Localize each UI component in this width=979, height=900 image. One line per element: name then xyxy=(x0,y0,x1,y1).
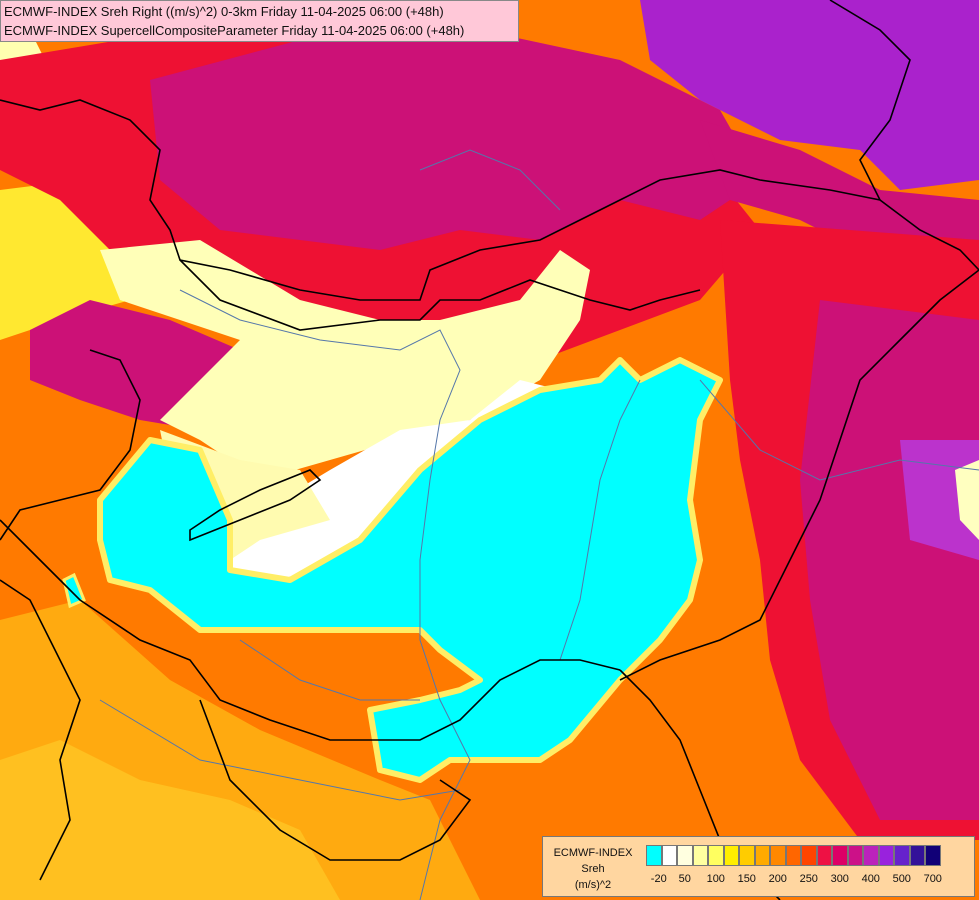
river-east xyxy=(699,379,979,481)
legend-tick-label: 700 xyxy=(923,873,942,885)
legend-swatch xyxy=(925,845,941,866)
river-north xyxy=(419,149,561,211)
legend-swatch xyxy=(692,845,708,866)
map-title-line-1: ECMWF-INDEX Sreh Right ((m/s)^2) 0-3km F… xyxy=(4,4,444,19)
legend-swatch xyxy=(785,845,801,866)
legend-tick-label: 400 xyxy=(861,873,880,885)
river-tisza xyxy=(559,379,641,661)
legend-tick-label: 150 xyxy=(737,873,756,885)
border-croatia xyxy=(0,519,621,741)
border-lake-balaton xyxy=(189,469,322,542)
legend-swatch xyxy=(894,845,910,866)
map-title-line-2: ECMWF-INDEX SupercellCompositeParameter … xyxy=(4,23,465,38)
magenta-area-north xyxy=(150,30,760,250)
legend-tick-label: 300 xyxy=(830,873,849,885)
river-sava xyxy=(99,699,461,801)
legend-tick-label: 250 xyxy=(799,873,818,885)
legend-swatch xyxy=(754,845,770,866)
legend-swatch xyxy=(909,845,925,866)
pale-yellow-area-center xyxy=(100,240,590,480)
border-northeast xyxy=(829,0,911,201)
legend-swatches xyxy=(646,845,941,866)
legend-swatch xyxy=(661,845,677,866)
legend-swatch xyxy=(801,845,817,866)
border-bosnia xyxy=(199,699,472,861)
legend-tick-label: 100 xyxy=(706,873,725,885)
river-danube xyxy=(179,289,471,900)
cyan-area-main xyxy=(97,357,723,783)
border-north xyxy=(0,99,979,301)
legend-title: ECMWF-INDEX Sreh (m/s)^2 xyxy=(547,845,639,893)
legend-tick-label: 500 xyxy=(892,873,911,885)
legend-title-line-3: (m/s)^2 xyxy=(574,879,612,891)
yellow-area-southwest xyxy=(0,740,340,900)
legend-tick-label: -20 xyxy=(650,873,667,885)
border-west xyxy=(0,579,81,881)
legend-swatch xyxy=(708,845,724,866)
magenta-area-east xyxy=(800,300,979,820)
river-drava xyxy=(239,639,420,701)
legend-swatch xyxy=(646,845,662,866)
legend-title-line-1: ECMWF-INDEX xyxy=(553,847,633,859)
border-south xyxy=(0,349,141,541)
legend-ticks: -20 50 100 150 200 250 300 400 500 700 xyxy=(646,873,971,889)
legend-swatch xyxy=(723,845,739,866)
legend-title-line-2: Sreh xyxy=(581,863,605,875)
legend-swatch xyxy=(847,845,863,866)
legend-swatch xyxy=(878,845,894,866)
legend-swatch xyxy=(863,845,879,866)
color-legend: ECMWF-INDEX Sreh (m/s)^2 -20 50 100 150 200 2… xyxy=(542,836,975,897)
rivers xyxy=(99,149,979,900)
legend-swatch xyxy=(677,845,693,866)
legend-tick-label: 200 xyxy=(768,873,787,885)
border-east xyxy=(619,269,979,681)
pale-yellow-spot-east xyxy=(955,460,979,540)
legend-swatch xyxy=(832,845,848,866)
border-hungary-slovakia xyxy=(179,259,701,331)
legend-swatch xyxy=(816,845,832,866)
purple-area-northeast xyxy=(640,0,979,190)
legend-swatch xyxy=(739,845,755,866)
map-title-box: ECMWF-INDEX Sreh Right ((m/s)^2) 0-3km F… xyxy=(0,0,519,42)
legend-tick-label: 50 xyxy=(678,873,691,885)
legend-swatch xyxy=(770,845,786,866)
